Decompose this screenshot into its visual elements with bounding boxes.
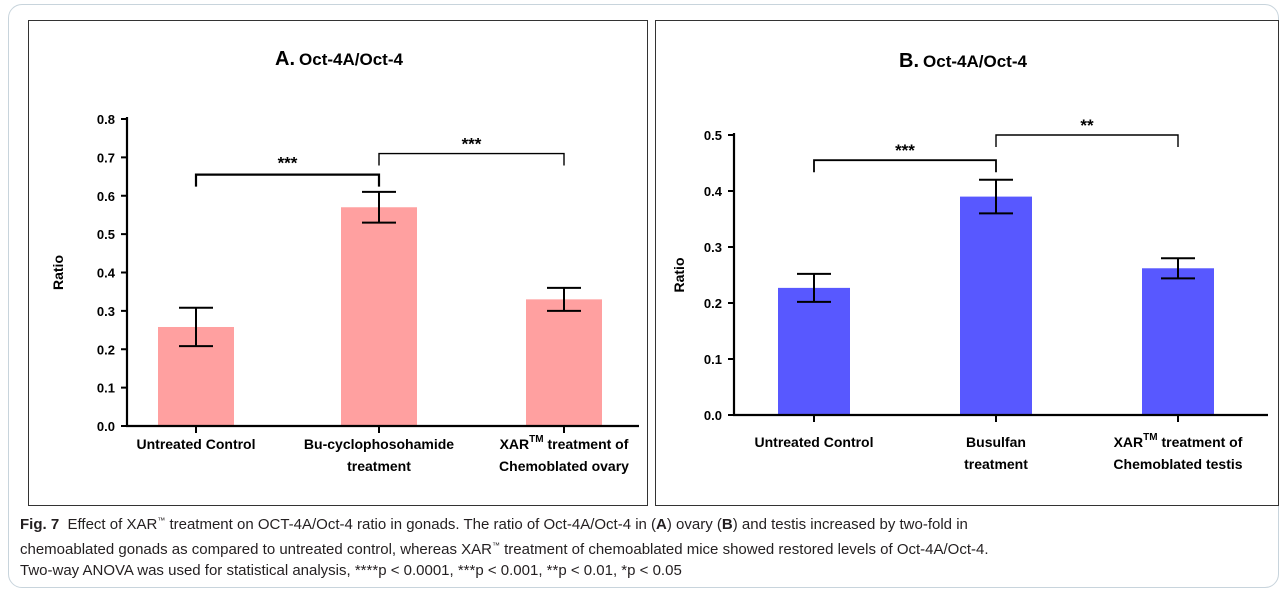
y-tick-label: 0.1: [97, 381, 115, 396]
chart-b-svg: B. Oct-4A/Oct-4 Ratio 0.0 0.1 0.2 0.3 0.4 0.5 Unt…: [671, 50, 1268, 472]
x-tick-label-line: Untreated Control: [755, 434, 874, 450]
y-axis-label: Ratio: [50, 255, 66, 290]
figure-label: Fig. 7: [20, 516, 60, 533]
x-tick-label: Untreated Control: [137, 436, 256, 452]
x-tick-label-line: Untreated Control: [137, 436, 256, 452]
bar: [778, 287, 850, 415]
y-tick-label: 0.2: [97, 342, 115, 357]
panel-ref-b: B: [721, 516, 733, 533]
chart-panel-b: B. Oct-4A/Oct-4 Ratio 0.0 0.1 0.2 0.3 0.4 0.5 Unt…: [655, 20, 1279, 506]
trademark-mark: ™: [491, 541, 500, 550]
caption-text: Effect of XAR: [67, 516, 158, 533]
panel-ref-a: A: [656, 516, 667, 533]
chart-title: B. Oct-4A/Oct-4: [899, 50, 1027, 72]
x-tick-label-line: Chemoblated ovary: [499, 458, 629, 474]
significance-label: ***: [462, 135, 482, 154]
caption-line-3: Two-way ANOVA was used for statistical a…: [20, 562, 682, 579]
y-tick-label: 0.3: [704, 240, 722, 255]
significance-label: ***: [895, 141, 915, 160]
significance-bracket: [194, 173, 381, 187]
significance-label: **: [1080, 116, 1094, 135]
x-tick-label-line: Chemoblated testis: [1113, 456, 1242, 472]
y-tick-label: 0.5: [97, 227, 115, 242]
x-tick-label: Busulfan treatment: [964, 434, 1028, 472]
bar: [526, 299, 602, 426]
caption-text: ) ovary (: [666, 516, 722, 533]
chart-panel-a: A. Oct-4A/Oct-4 Ratio 0.0 0.1 0.2 0.3 0.4 0.5 0.6…: [28, 20, 648, 506]
trademark-mark: TM: [529, 434, 543, 445]
caption-text: ) and testis increased by two-fold in: [732, 516, 968, 533]
trademark-mark: TM: [1143, 432, 1157, 443]
caption-text: treatment of chemoablated mice showed re…: [499, 541, 989, 558]
y-tick-label: 0.4: [704, 184, 723, 199]
significance-bracket: [813, 159, 997, 173]
y-axis-label: Ratio: [671, 258, 687, 293]
trademark-mark: ™: [157, 516, 166, 525]
x-tick-label-line: Busulfan: [966, 434, 1026, 450]
caption-text: chemoablated gonads as compared to untre…: [20, 541, 492, 558]
panel-label: B.: [899, 50, 919, 72]
y-tick-label: 0.4: [97, 266, 116, 281]
chart-title-text: Oct-4A/Oct-4: [299, 50, 403, 69]
bar: [1142, 268, 1214, 415]
figure-caption: Fig. 7 Effect of XAR™ treatment on OCT-4…: [20, 510, 1270, 581]
chart-title: A. Oct-4A/Oct-4: [275, 48, 403, 70]
y-tick-label: 0.0: [704, 408, 722, 423]
x-tick-label-line: XARTM treatment of: [500, 434, 629, 452]
y-tick-label: 0.5: [704, 128, 722, 143]
caption-line-1: Fig. 7 Effect of XAR™ treatment on OCT-4…: [20, 510, 1270, 535]
significance-label: ***: [278, 154, 298, 173]
y-tick-label: 0.6: [97, 189, 115, 204]
significance-bracket: [378, 152, 565, 166]
chart-title-text: Oct-4A/Oct-4: [923, 52, 1027, 71]
y-tick-label: 0.3: [97, 304, 115, 319]
y-tick-label: 0.7: [97, 150, 115, 165]
x-tick-label-line: treatment: [964, 456, 1028, 472]
x-tick-label-text: treatment of: [544, 436, 629, 452]
y-tick-label: 0.0: [97, 419, 115, 434]
y-tick-label: 0.2: [704, 296, 722, 311]
chart-a-svg: A. Oct-4A/Oct-4 Ratio 0.0 0.1 0.2 0.3 0.4 0.5 0.6…: [50, 48, 639, 474]
significance-bracket: [995, 134, 1179, 147]
x-tick-label: XARTM treatment of Chemoblated testis: [1113, 432, 1242, 472]
bar: [960, 196, 1032, 415]
x-tick-label-text: treatment of: [1158, 434, 1243, 450]
caption-line-2: chemoablated gonads as compared to untre…: [20, 535, 1270, 560]
x-tick-label: XARTM treatment of Chemoblated ovary: [499, 434, 629, 474]
x-tick-label-line: XARTM treatment of: [1114, 432, 1243, 450]
x-tick-label-line: Bu-cyclophosohamide: [304, 436, 454, 452]
y-tick-label: 0.1: [704, 352, 722, 367]
panel-label: A.: [275, 48, 295, 70]
x-tick-label-line: treatment: [347, 458, 411, 474]
bar: [341, 207, 417, 426]
caption-text: treatment on OCT-4A/Oct-4 ratio in gonad…: [165, 516, 657, 533]
y-tick-label: 0.8: [97, 112, 115, 127]
x-tick-label: Bu-cyclophosohamide treatment: [304, 436, 454, 474]
x-tick-label: Untreated Control: [755, 434, 874, 450]
